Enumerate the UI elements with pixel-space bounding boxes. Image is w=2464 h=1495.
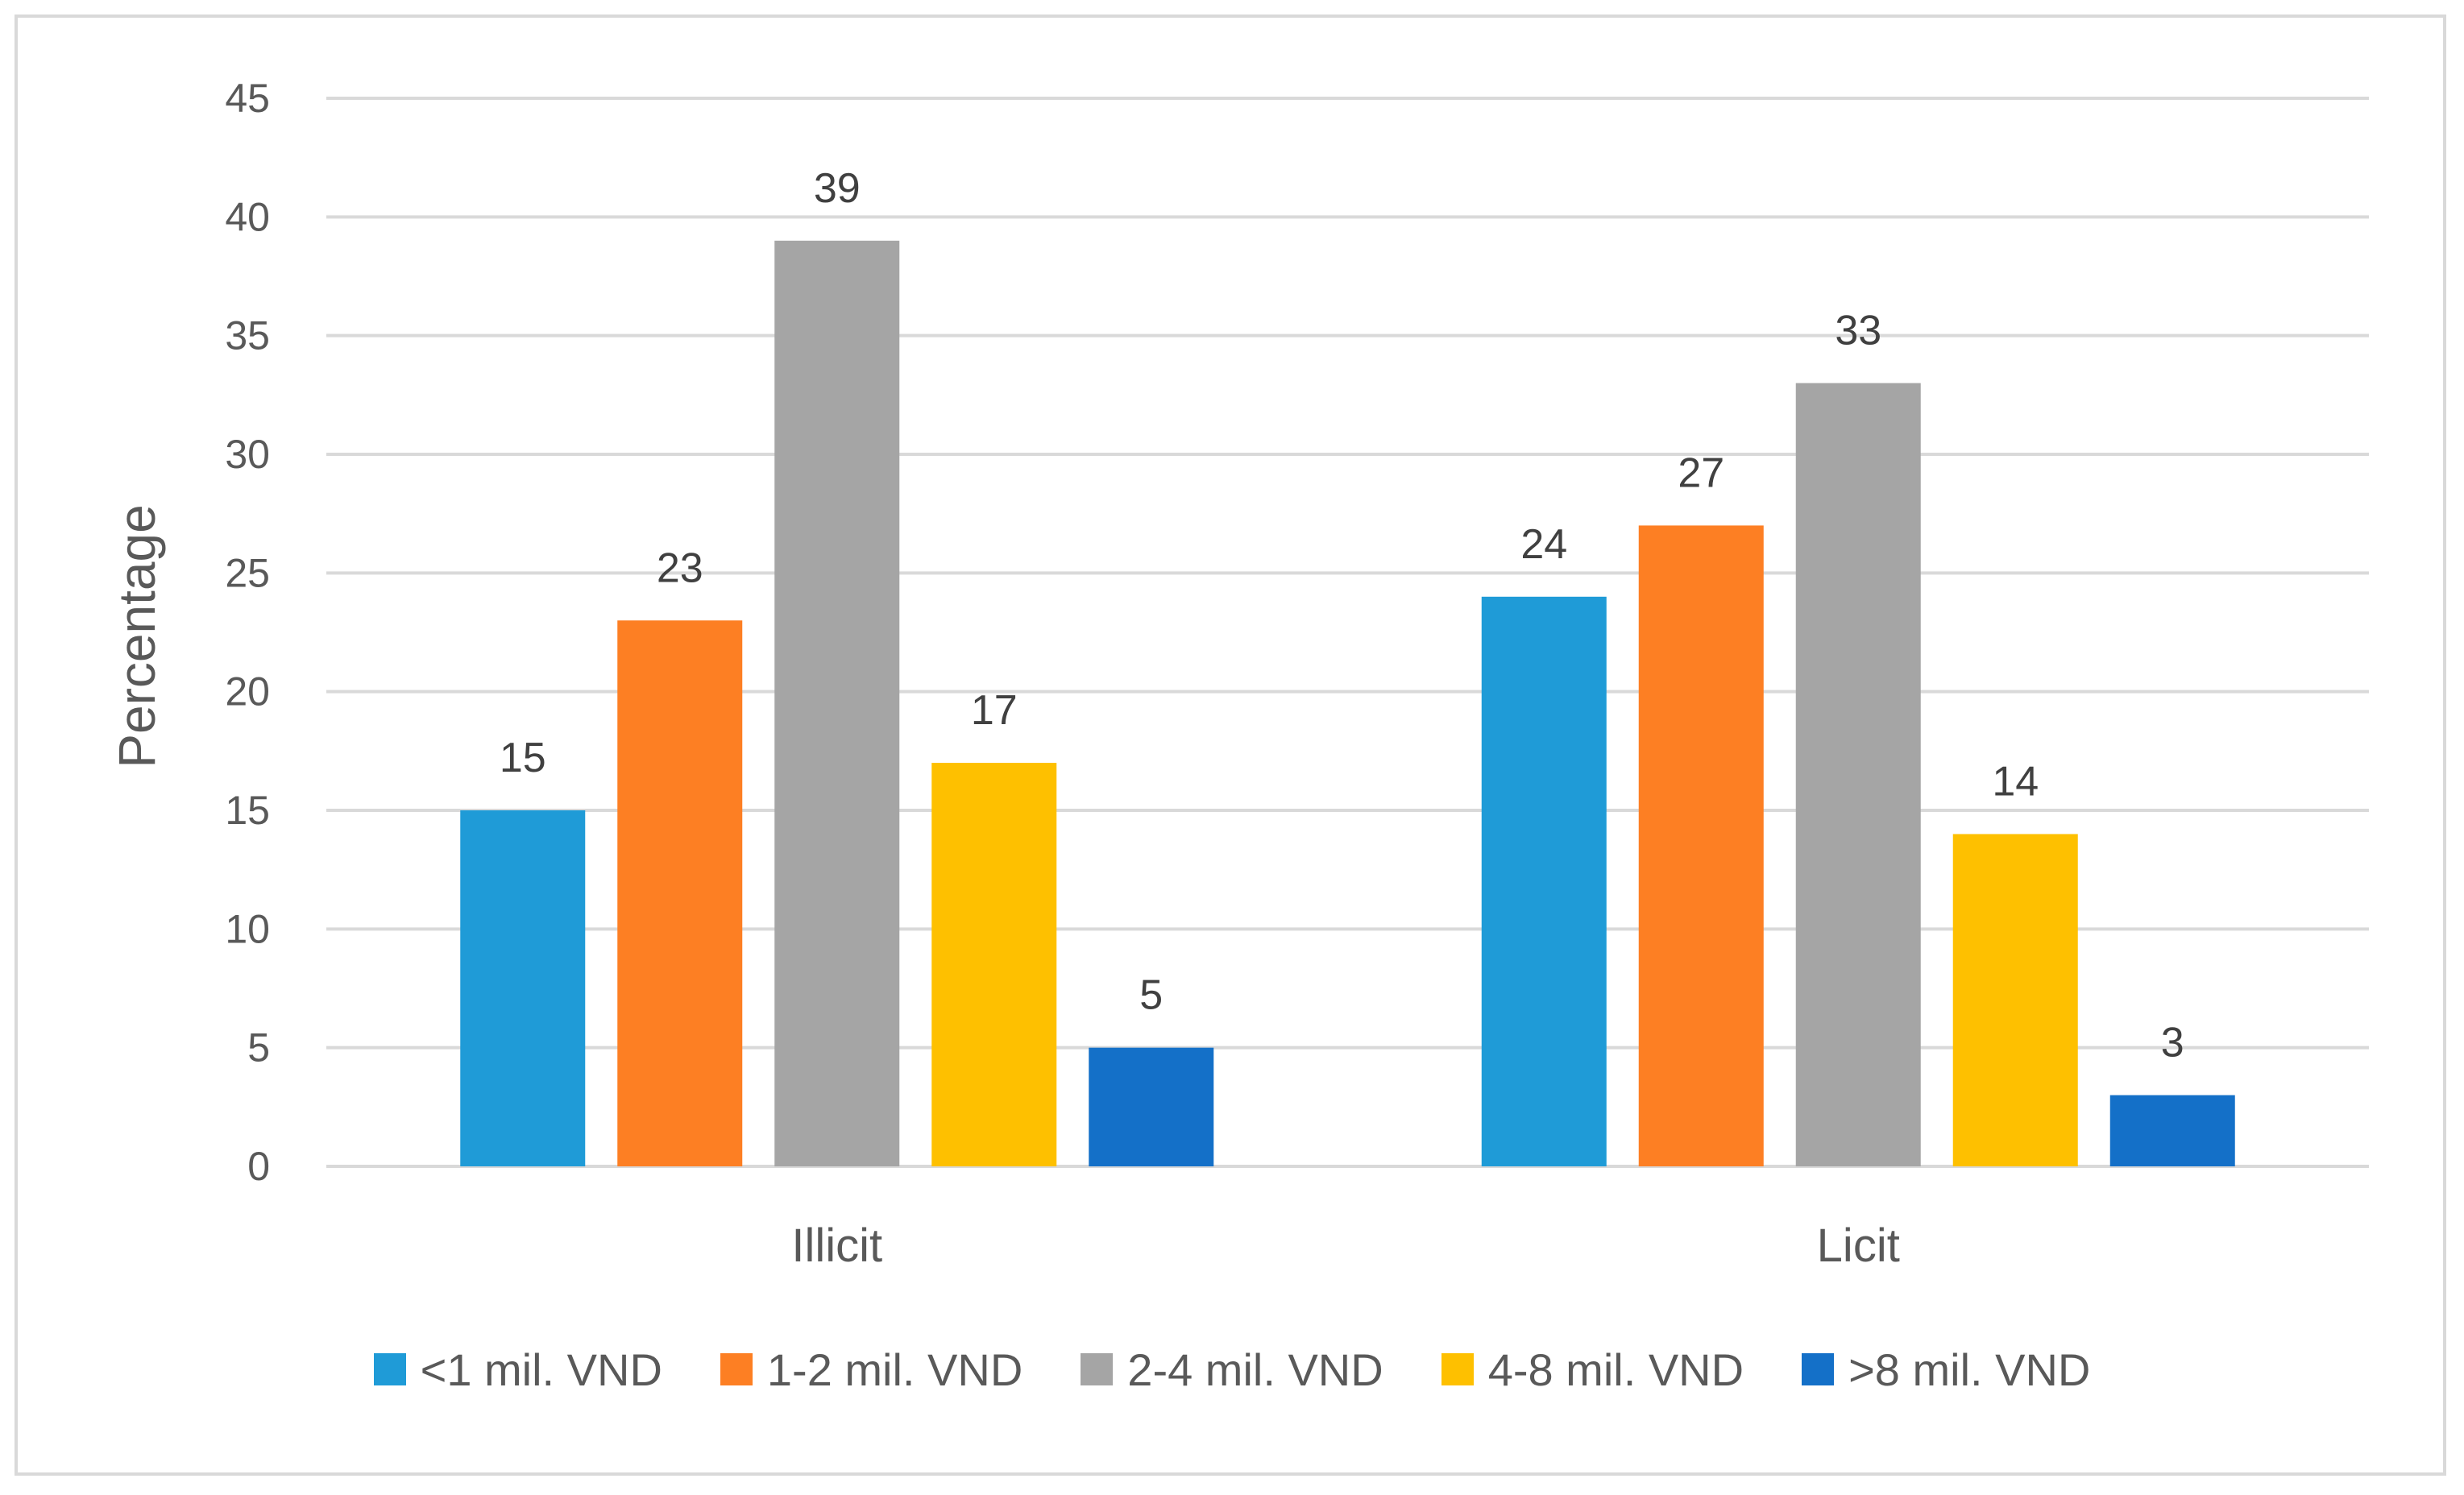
bar (2109, 1095, 2235, 1166)
bar (460, 810, 586, 1166)
legend-label: >8 mil. VND (1848, 1344, 2091, 1395)
legend-item: 4-8 mil. VND (1441, 1344, 1744, 1396)
bars (460, 240, 2235, 1167)
y-tick-label: 20 (225, 669, 270, 714)
legend-swatch (720, 1353, 753, 1385)
legend-item: <1 mil. VND (373, 1344, 662, 1396)
data-label: 27 (1678, 449, 1724, 496)
legend-item: >8 mil. VND (1802, 1344, 2090, 1396)
y-tick-label: 0 (247, 1144, 270, 1189)
bar (1795, 383, 1921, 1167)
data-label: 3 (2161, 1020, 2184, 1066)
legend-swatch (1441, 1353, 1474, 1385)
bar (1089, 1047, 1214, 1166)
legend-label: 1-2 mil. VND (766, 1344, 1023, 1395)
data-label: 39 (814, 165, 861, 212)
legend-item: 1-2 mil. VND (720, 1344, 1023, 1396)
bar (931, 763, 1057, 1166)
bar (1638, 525, 1764, 1166)
chart-frame (15, 14, 2446, 1476)
y-tick-label: 40 (225, 194, 270, 239)
legend-swatch (1802, 1353, 1835, 1385)
data-label: 23 (657, 545, 703, 591)
data-labels: 15 23 39 17 5 24 27 33 14 3 (500, 165, 2184, 1066)
data-label: 14 (1992, 758, 2039, 805)
data-label: 17 (971, 687, 1018, 734)
y-tick-label: 15 (225, 788, 270, 833)
legend-label: 4-8 mil. VND (1487, 1344, 1744, 1395)
y-tick-label: 45 (225, 76, 270, 121)
x-category-label: Licit (1817, 1220, 1900, 1272)
y-tick-label: 30 (225, 432, 270, 477)
legend-label: 2-4 mil. VND (1127, 1344, 1383, 1395)
x-axis-categories: Illicit Licit (791, 1220, 1899, 1272)
legend-swatch (1081, 1353, 1114, 1385)
legend-swatch (373, 1353, 406, 1385)
bar (1952, 834, 2078, 1166)
y-tick-label: 5 (247, 1025, 270, 1071)
data-label: 5 (1139, 972, 1163, 1019)
y-tick-label: 35 (225, 313, 270, 358)
y-tick-label: 25 (225, 550, 270, 595)
bar (1481, 596, 1607, 1166)
y-axis-title: Percentage (108, 504, 166, 768)
data-label: 33 (1835, 308, 1881, 354)
bar (774, 240, 900, 1166)
bar (617, 620, 743, 1166)
data-label: 24 (1520, 521, 1567, 568)
y-tick-label: 10 (225, 906, 270, 951)
legend: <1 mil. VND 1-2 mil. VND 2-4 mil. VND 4-8 m… (0, 1337, 2464, 1402)
legend-label: <1 mil. VND (420, 1344, 662, 1395)
x-category-label: Illicit (791, 1220, 882, 1272)
legend-item: 2-4 mil. VND (1081, 1344, 1383, 1396)
y-axis-ticks: 0 5 10 15 20 25 30 35 40 45 (225, 76, 270, 1189)
data-label: 15 (500, 735, 546, 781)
